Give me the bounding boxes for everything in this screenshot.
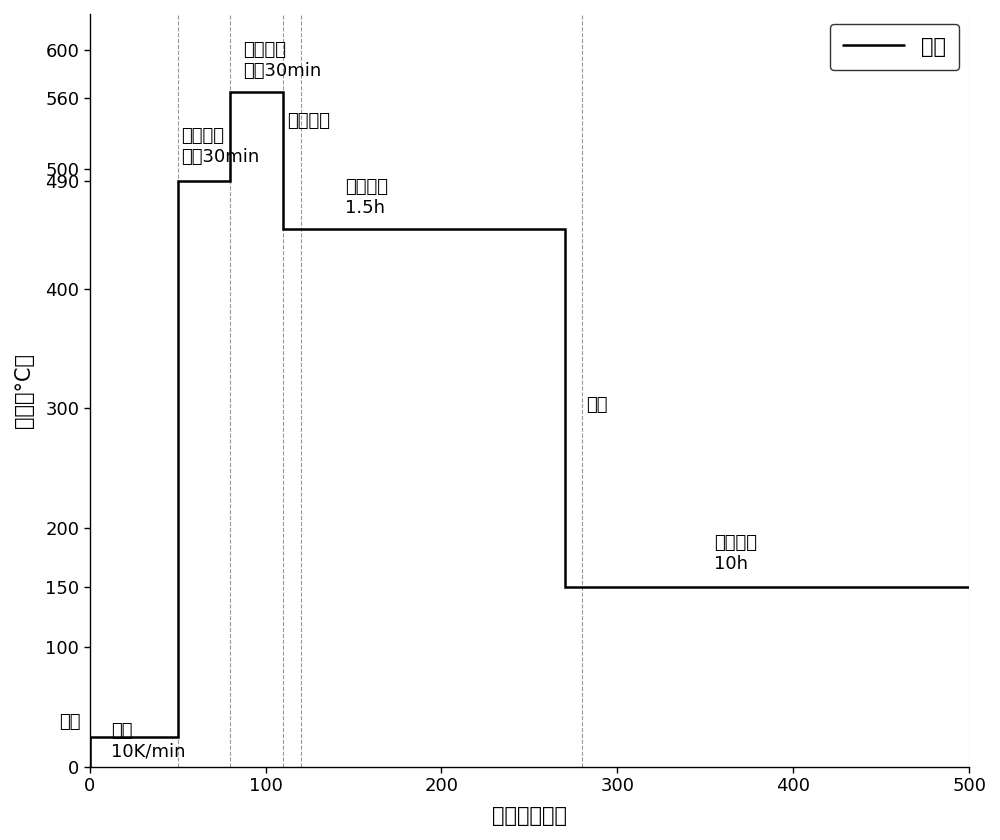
温度: [233, 87, 245, 97]
X-axis label: 时间（分钟）: 时间（分钟）: [492, 806, 567, 826]
Text: 室温: 室温: [59, 713, 81, 731]
Text: 油冷: 油冷: [586, 396, 607, 414]
温度: [172, 176, 184, 186]
温度: [576, 582, 588, 592]
温度: [172, 732, 184, 742]
温度: [576, 582, 588, 592]
Text: 固溶退火
1.5h: 固溶退火 1.5h: [345, 178, 388, 217]
温度: [277, 224, 289, 234]
温度: [559, 224, 571, 234]
Y-axis label: 温度（°C）: 温度（°C）: [14, 353, 34, 428]
温度: [963, 582, 975, 592]
Legend: 温度: 温度: [830, 24, 959, 70]
温度: [224, 176, 236, 186]
温度: [295, 224, 307, 234]
Line: 温度: 温度: [90, 92, 969, 767]
Text: 升温
10K/min: 升温 10K/min: [111, 722, 185, 760]
Text: 中温钒锊
保温30min: 中温钒锊 保温30min: [181, 127, 259, 165]
温度: [233, 87, 245, 97]
温度: [295, 224, 307, 234]
温度: [84, 732, 96, 742]
Text: 时效处理
10h: 时效处理 10h: [714, 534, 757, 573]
Text: 随炉冷却: 随炉冷却: [287, 112, 330, 129]
温度: [224, 87, 236, 97]
温度: [84, 762, 96, 772]
温度: [559, 582, 571, 592]
温度: [277, 87, 289, 97]
Text: 高温钒锊
保温30min: 高温钒锊 保温30min: [243, 41, 321, 80]
